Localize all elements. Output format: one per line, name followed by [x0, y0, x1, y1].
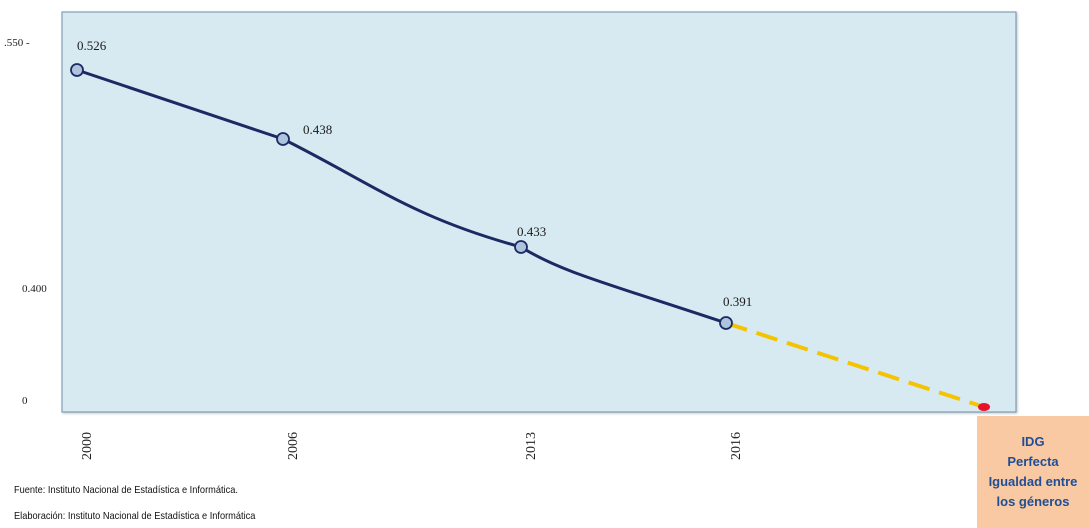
plot-area: [61, 11, 1017, 413]
data-point-marker: [719, 316, 733, 330]
data-label: 0.433: [517, 224, 546, 239]
idg-target-marker: [978, 403, 990, 411]
data-point-marker: [70, 63, 84, 77]
elaboration-note: Elaboración: Instituto Nacional de Estad…: [14, 510, 256, 522]
idg-line-4: los géneros: [996, 494, 1070, 509]
source-note: Fuente: Instituto Nacional de Estadístic…: [14, 484, 238, 496]
y-tick-label: 0: [22, 395, 28, 407]
x-tick-label: 2013: [524, 432, 539, 460]
idg-line-3: Igualdad entre: [988, 474, 1078, 489]
x-tick-label: 2000: [80, 432, 95, 460]
data-point-marker: [514, 240, 528, 254]
data-label: 0.526: [77, 38, 107, 53]
idg-line-1: IDG: [1021, 434, 1045, 449]
data-label: 0.391: [723, 294, 752, 309]
data-label: 0.438: [303, 122, 332, 137]
x-tick-label: 2006: [286, 432, 301, 460]
y-tick-label: .550 -: [4, 37, 30, 49]
x-tick-label: 2016: [729, 432, 744, 460]
idg-line-2: Perfecta: [1007, 454, 1059, 469]
data-point-marker: [276, 132, 290, 146]
projection-dashed-line: [725, 321, 985, 409]
y-tick-label: 0.400: [22, 283, 47, 295]
series-line: [76, 68, 727, 325]
idg-perfect-box: IDG Perfecta Igualdad entre los géneros: [977, 416, 1089, 528]
